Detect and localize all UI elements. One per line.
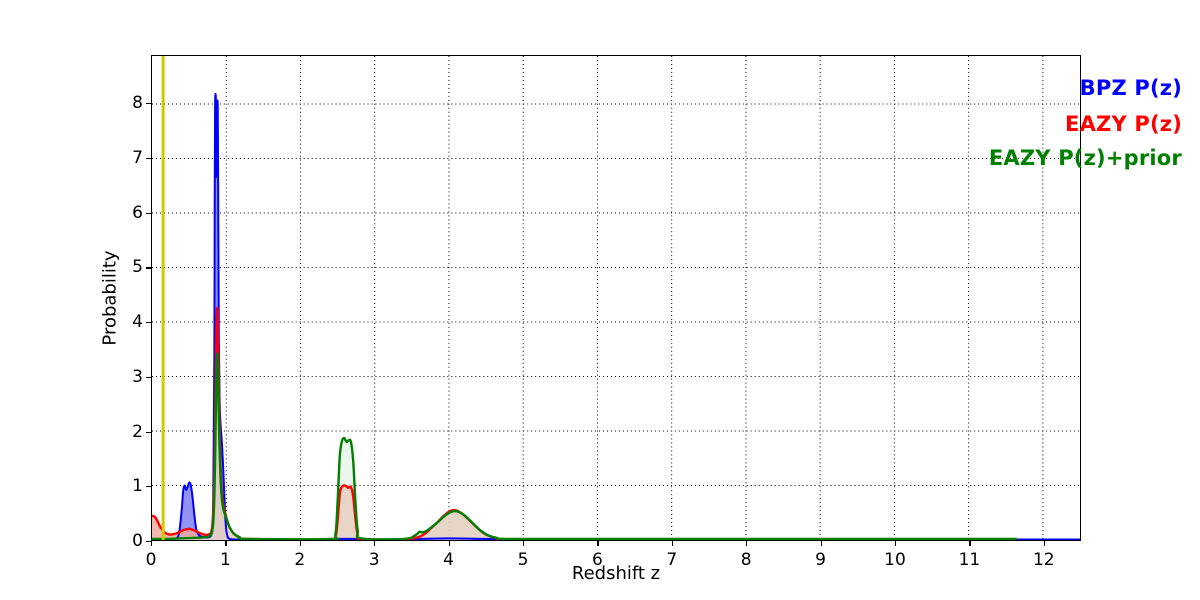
x-tick-mark (969, 541, 971, 546)
y-tick-mark (146, 431, 151, 433)
x-tick-mark (299, 541, 301, 546)
x-tick-label: 2 (294, 550, 306, 570)
x-tick-label: 12 (1032, 550, 1055, 570)
x-tick-mark (374, 541, 376, 546)
data-curves-layer (152, 56, 1080, 540)
x-axis-label: Redshift z (571, 563, 661, 584)
x-tick-mark (151, 541, 153, 546)
x-tick-mark (1043, 541, 1045, 546)
series-fill-1 (152, 307, 1017, 540)
x-tick-label: 0 (145, 550, 157, 570)
x-tick-label: 9 (815, 550, 827, 570)
y-tick-mark (146, 103, 151, 105)
x-tick-label: 11 (958, 550, 981, 570)
x-tick-label: 7 (666, 550, 678, 570)
y-tick-label: 2 (132, 421, 143, 442)
y-tick-label: 1 (132, 476, 143, 497)
x-tick-label: 4 (443, 550, 455, 570)
x-tick-mark (820, 541, 822, 546)
x-tick-mark (895, 541, 897, 546)
legend-entry-bpz: BPZ P(z) (1079, 76, 1182, 100)
x-tick-mark (225, 541, 227, 546)
grid-layer (152, 56, 1080, 540)
series-line-0 (152, 93, 1080, 540)
x-tick-mark (671, 541, 673, 546)
legend-entry-eazy: EAZY P(z) (1065, 112, 1182, 136)
series-fill-2 (152, 353, 1017, 540)
x-tick-label: 5 (517, 550, 529, 570)
series-line-1 (152, 306, 1017, 540)
x-tick-mark (597, 541, 599, 546)
x-tick-label: 6 (591, 550, 603, 570)
y-tick-mark (146, 212, 151, 214)
series-fill-0 (152, 94, 1080, 540)
y-tick-mark (146, 267, 151, 269)
y-tick-label: 6 (132, 202, 143, 223)
plot-area (151, 55, 1081, 541)
y-axis-label: Probability (99, 250, 121, 346)
x-tick-label: 3 (368, 550, 380, 570)
legend-entry-eazy-prior: EAZY P(z)+prior (988, 146, 1182, 170)
y-tick-label: 4 (132, 312, 143, 333)
y-tick-label: 0 (132, 531, 143, 551)
x-tick-mark (448, 541, 450, 546)
y-tick-label: 8 (132, 93, 143, 114)
x-tick-label: 1 (219, 550, 231, 570)
y-tick-mark (146, 541, 151, 543)
y-tick-mark (146, 322, 151, 324)
x-tick-mark (523, 541, 525, 546)
y-tick-mark (146, 157, 151, 160)
x-tick-label: 10 (884, 550, 906, 570)
series-line-2 (152, 352, 1017, 540)
x-tick-mark (746, 541, 748, 546)
x-tick-label: 8 (740, 550, 752, 570)
y-tick-mark (146, 376, 151, 378)
y-tick-label: 3 (132, 366, 143, 387)
y-tick-mark (146, 486, 151, 488)
y-tick-label: 5 (132, 257, 143, 278)
y-tick-label: 7 (132, 147, 143, 168)
